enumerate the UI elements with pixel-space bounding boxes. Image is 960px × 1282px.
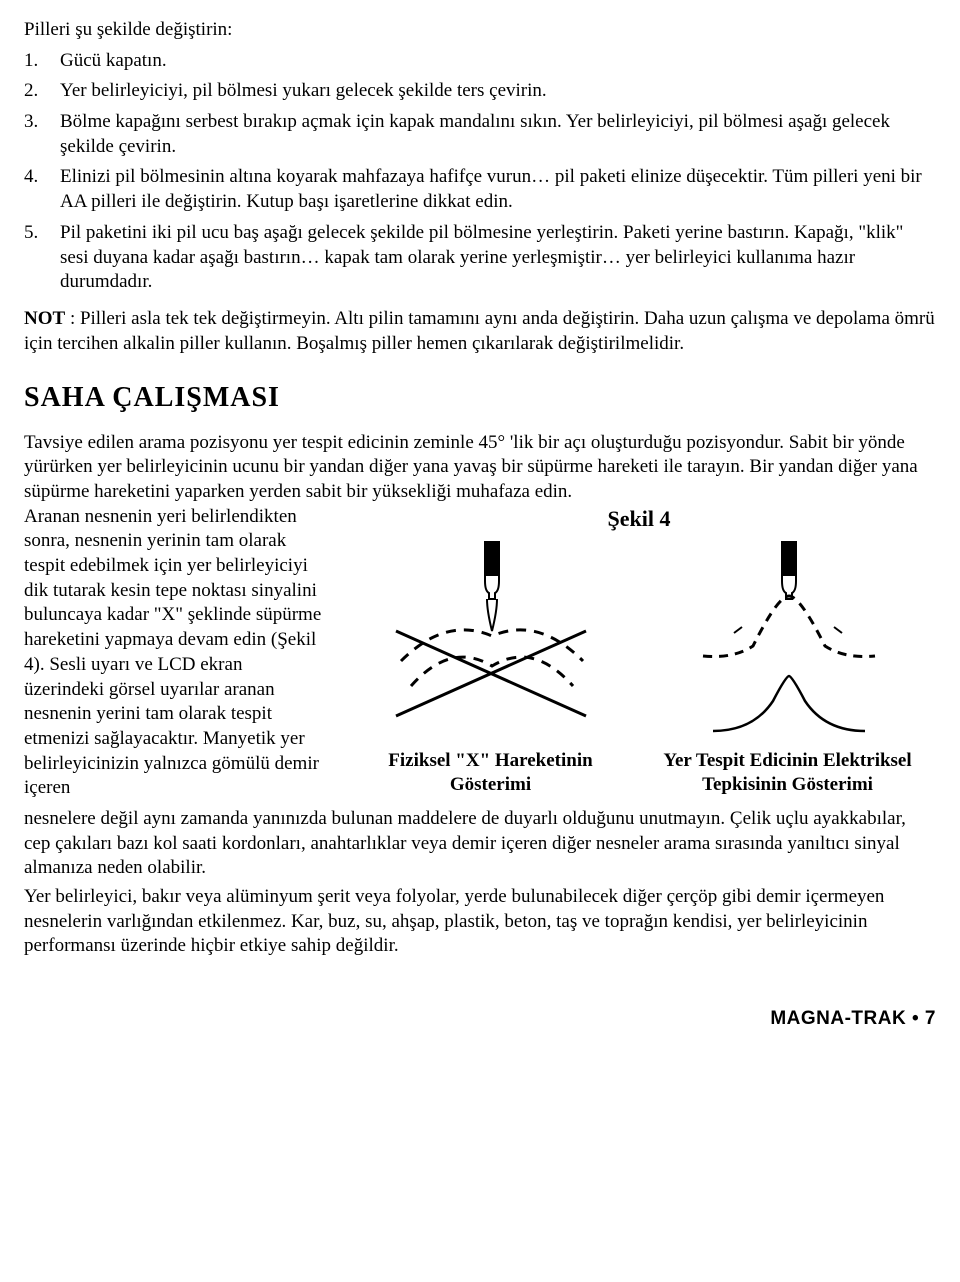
step-2: 2. Yer belirleyiciyi, pil bölmesi yukarı…	[24, 79, 936, 104]
footer-page-number: 7	[925, 1008, 936, 1029]
step-body: Yer belirleyiciyi, pil bölmesi yukarı ge…	[60, 79, 936, 104]
step-4: 4. Elinizi pil bölmesinin altına koyarak…	[24, 165, 936, 214]
step-number: 2.	[24, 79, 60, 104]
step-body: Pil paketini iki pil ucu baş aşağı gelec…	[60, 221, 936, 295]
step-body: Elinizi pil bölmesinin altına koyarak ma…	[60, 165, 936, 214]
step-number: 3.	[24, 110, 60, 159]
step-5: 5. Pil paketini iki pil ucu baş aşağı ge…	[24, 221, 936, 295]
note-paragraph: NOT : Pilleri asla tek tek değiştirmeyin…	[24, 307, 936, 356]
step-1: 1. Gücü kapatın.	[24, 49, 936, 74]
section-heading: SAHA ÇALIŞMASI	[24, 380, 936, 416]
step-number: 1.	[24, 49, 60, 74]
footer-bullet: •	[912, 1008, 919, 1029]
step-body: Gücü kapatın.	[60, 49, 936, 74]
footer-brand: MAGNA-TRAK	[770, 1008, 906, 1029]
step-3: 3. Bölme kapağını serbest bırakıp açmak …	[24, 110, 936, 159]
figure-title: Şekil 4	[342, 505, 936, 534]
step-number: 4.	[24, 165, 60, 214]
figure-x-motion-icon	[381, 541, 601, 741]
figure-right-caption: Yer Tespit Edicinin Elektriksel Tepkisin…	[648, 749, 928, 797]
step-number: 5.	[24, 221, 60, 295]
step-body: Bölme kapağını serbest bırakıp açmak içi…	[60, 110, 936, 159]
note-label: NOT	[24, 308, 65, 329]
paragraph-bottom-1: nesnelere değil aynı zamanda yanınızda b…	[24, 807, 936, 881]
note-text: : Pilleri asla tek tek değiştirmeyin. Al…	[24, 308, 935, 354]
paragraph-top: Tavsiye edilen arama pozisyonu yer tespi…	[24, 431, 936, 505]
figure-signal-icon	[678, 541, 898, 741]
intro-text: Pilleri şu şekilde değiştirin:	[24, 18, 936, 43]
page-footer: MAGNA-TRAK • 7	[24, 1007, 936, 1032]
paragraph-bottom-2: Yer belirleyici, bakır veya alüminyum şe…	[24, 885, 936, 959]
figure-left-caption: Fiziksel "X" Hareketinin Gösterimi	[351, 749, 631, 797]
paragraph-left: Aranan nesnenin yeri belirlendikten sonr…	[24, 505, 324, 801]
